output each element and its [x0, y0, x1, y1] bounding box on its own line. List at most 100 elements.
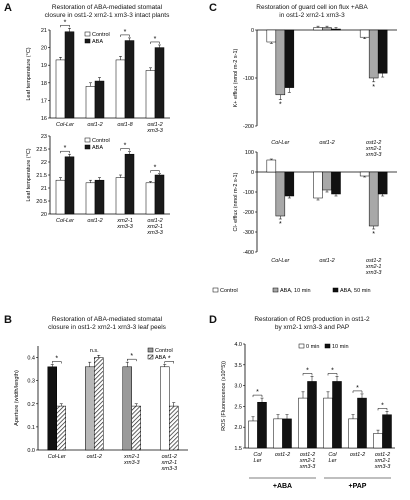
panel-title-line: closure in ost1-2 xrn2-1 xrn3-3 intact p… [44, 12, 170, 19]
significance-bracket [327, 373, 338, 376]
panel-title-line: closure in ost1-2 xrn2-1 xrn3-3 leaf pee… [48, 324, 166, 331]
category-label: ost1-2 [87, 122, 102, 128]
legend-label: ABA [92, 145, 103, 151]
y-tick-label: 0.4 [27, 356, 35, 362]
category-label: ost1-2 [162, 454, 177, 460]
category-label: ost1-2 [375, 452, 390, 458]
category-label: xrn2-1 [146, 224, 163, 230]
bar [131, 405, 141, 451]
significance-marker: * [381, 402, 384, 409]
legend-label: Control [92, 138, 110, 144]
significance-marker: * [356, 385, 359, 392]
legend-label: ABA, 10 min [280, 288, 311, 294]
bar [145, 182, 156, 215]
significance-marker: * [279, 102, 282, 109]
significance-marker: * [64, 19, 67, 26]
significance-marker: * [168, 355, 171, 362]
significance-marker: * [124, 29, 127, 36]
significance-bracket [352, 390, 363, 393]
bar [154, 47, 165, 119]
y-tick-label: 21 [41, 186, 47, 192]
bar [64, 31, 75, 119]
panel-title: Restoration of ABA-mediated stomatal clo… [14, 316, 200, 332]
y-tick-label: 0.1 [27, 425, 35, 431]
bar [94, 80, 105, 119]
category-label: ost1-2 [350, 452, 365, 458]
panel-title: Restoration of guard cell ion flux +ABA … [219, 4, 405, 20]
y-tick-label: 22.5 [36, 147, 47, 153]
y-tick-label: -400 [243, 250, 254, 256]
category-label: ost1-8 [117, 122, 133, 128]
legend-swatch [84, 31, 91, 37]
bar [284, 171, 295, 197]
bar [94, 357, 104, 451]
panel-letter: A [4, 2, 12, 14]
legend-label: ABA [155, 355, 166, 361]
category-label: Ler [254, 458, 263, 464]
y-tick-label: 0.2 [27, 402, 35, 408]
bar [373, 433, 383, 449]
bar [47, 366, 57, 451]
bar [359, 171, 370, 177]
category-label: Col-Ler [56, 218, 75, 224]
bar [115, 59, 126, 119]
category-label: ost1-2 [300, 452, 315, 458]
significance-bracket [60, 24, 70, 28]
bar [313, 171, 323, 199]
significance-marker: * [154, 165, 157, 172]
bar [160, 366, 170, 451]
y-tick-label: 0 [251, 170, 254, 176]
legend-label: 10 min [332, 344, 349, 350]
legend-swatch [84, 144, 91, 150]
panel-title-line: by xrn2-1 xrn3-3 and PAP [274, 324, 350, 331]
significance-bracket [127, 358, 137, 362]
bar [322, 27, 332, 31]
y-tick-label: -100 [243, 76, 254, 82]
bar [248, 420, 258, 449]
bar [257, 401, 267, 449]
category-label: xrn2-1 [374, 458, 391, 464]
y-tick-label: 20.5 [36, 199, 47, 205]
category-label: xrn3-3 [116, 224, 134, 230]
legend-swatch [272, 287, 279, 293]
bar [85, 366, 95, 451]
category-label: xrn3-3 [374, 464, 392, 470]
significance-marker: * [279, 221, 282, 228]
bar [368, 29, 379, 79]
chart-c-bottom: -400 -300 -200 -100 0 100 Cl- efflux (nmol m-2… [212, 150, 397, 294]
panel-title-line: Restoration of guard cell ion flux +ABA [256, 4, 368, 11]
bar [115, 177, 126, 215]
bar [266, 29, 277, 43]
bar [122, 366, 132, 451]
bar [275, 171, 286, 217]
category-label: xrn3-3 [299, 464, 317, 470]
significance-marker: * [372, 84, 375, 91]
panel-title: Restoration of ROS production in ost1-2 … [219, 316, 405, 332]
category-label: ost1-2 [147, 122, 162, 128]
bar [266, 159, 277, 173]
y-axis-label: Leaf temperature (°C) [26, 148, 32, 201]
category-label: xrn2-1 [116, 218, 133, 224]
bar [56, 405, 66, 451]
y-tick-label: 19 [41, 63, 47, 69]
y-tick-label: 18 [41, 81, 47, 87]
y-axis-label: Leaf temperature (°C) [26, 47, 32, 100]
y-tick-label: 16 [41, 116, 47, 122]
y-tick-label: 3.0 [234, 384, 242, 390]
panel-title-line: Restoration of ABA-mediated stomatal [51, 4, 163, 11]
significance-bracket [252, 394, 263, 398]
legend-swatch [212, 287, 219, 293]
panel-title: Restoration of ABA-mediated stomatal clo… [14, 4, 200, 20]
category-label: xrn2-1 [299, 458, 316, 464]
category-label: xrn2-1 [160, 460, 177, 466]
significance-bracket [120, 148, 130, 151]
legend-swatch [84, 137, 91, 143]
legend-swatch [332, 287, 339, 293]
y-tick-label: 4.0 [234, 342, 242, 348]
bar [169, 405, 179, 451]
legend-label: ABA, 50 min [340, 288, 371, 294]
significance-marker: * [130, 353, 133, 360]
legend-swatch [147, 354, 154, 360]
legend-label: Control [155, 348, 173, 354]
